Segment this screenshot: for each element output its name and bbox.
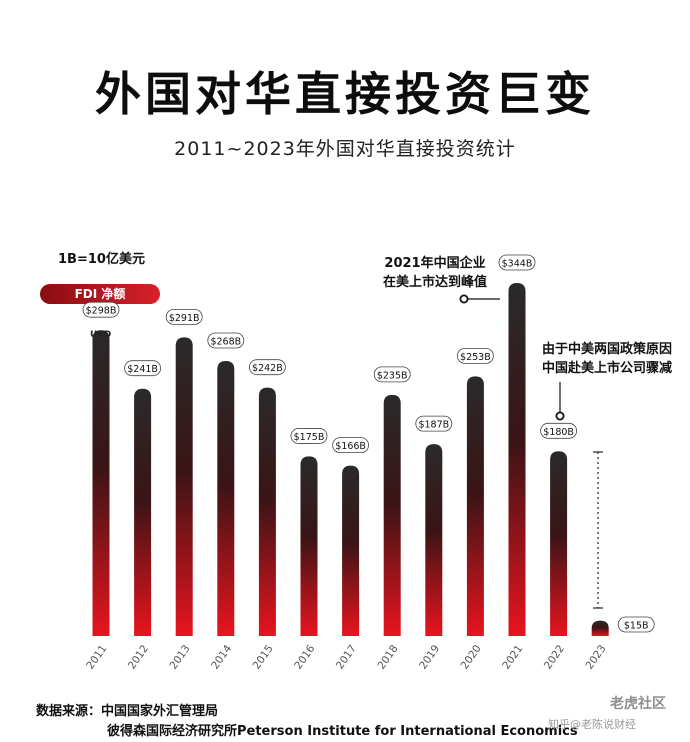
x-tick-2013: 2013 (167, 643, 192, 672)
x-tick-2020: 2020 (459, 643, 484, 672)
bar-2014 (217, 360, 235, 636)
x-tick-2012: 2012 (126, 643, 151, 672)
bar-2021 (508, 283, 526, 636)
bar-2019 (425, 444, 443, 636)
x-tick-2018: 2018 (375, 643, 400, 672)
data-label-2013: $291B (165, 308, 203, 325)
data-label-pill (207, 332, 245, 349)
bar-2023 (591, 620, 609, 636)
data-label-text: $298B (86, 306, 117, 317)
x-tick-2021: 2021 (500, 643, 525, 672)
bar-2017 (342, 465, 360, 636)
x-tick-2017: 2017 (334, 643, 359, 672)
x-tick-2011: 2011 (84, 643, 109, 672)
data-label-text: $344B (502, 259, 533, 270)
data-label-text: $166B (335, 441, 366, 452)
page-subtitle: 2011~2023年外国对华直接投资统计 (174, 138, 516, 160)
bar-2012 (134, 388, 152, 636)
drop-marker (555, 411, 565, 421)
connector-layer (459, 294, 603, 609)
data-label-pill (617, 616, 655, 633)
fdi-badge: FDI 净额 (40, 284, 160, 304)
data-label-2011: $298B (82, 301, 120, 318)
bar-2016 (300, 456, 318, 636)
data-label-pill (165, 308, 203, 325)
data-label-pill (332, 437, 370, 454)
data-label-2017: $166B (332, 437, 370, 454)
drop-annotation: 由于中美两国政策原因 中国赴美上市公司骤减 (522, 340, 690, 378)
watermark-corner: 老虎社区 (610, 696, 666, 712)
data-label-2023: $15B (617, 616, 655, 633)
watermark-bottom-right: 知乎@老陈说财经 (548, 718, 636, 731)
x-tick-2019: 2019 (417, 643, 442, 672)
data-label-text: $235B (377, 370, 408, 381)
data-label-text: $253B (460, 352, 491, 363)
x-tick-2016: 2016 (292, 643, 317, 672)
data-label-2015: $242B (248, 359, 286, 376)
data-label-2020: $253B (456, 347, 494, 364)
bar-2011 (92, 330, 110, 636)
data-label-text: $242B (252, 363, 283, 374)
unit-note: 1B=10亿美元 (58, 252, 145, 267)
data-label-pill (373, 366, 411, 383)
x-tick-2014: 2014 (209, 643, 234, 672)
data-label-text: $291B (169, 313, 200, 324)
peak-marker (459, 294, 469, 304)
bar-2013 (175, 337, 193, 636)
data-label-pill (248, 359, 286, 376)
data-label-2014: $268B (207, 332, 245, 349)
bar-2020 (466, 376, 484, 636)
peak-annotation: 2021年中国企业 在美上市达到峰值 (360, 254, 510, 292)
data-label-2012: $241B (124, 360, 161, 377)
data-label-text: $268B (210, 336, 241, 347)
bar-2018 (383, 394, 401, 636)
x-tick-2023: 2023 (583, 643, 608, 672)
data-label-2019: $187B (415, 415, 453, 432)
data-label-text: $175B (294, 432, 325, 443)
x-tick-2015: 2015 (251, 643, 276, 672)
data-label-text: $187B (418, 420, 449, 431)
drop-annotation-line2: 中国赴美上市公司骤减 (541, 361, 672, 376)
data-label-pill (415, 415, 453, 432)
data-label-text: $241B (127, 364, 158, 375)
data-label-pill (540, 422, 577, 439)
source-line2: 彼得森国际经济研究所Peterson Institute for Interna… (107, 724, 578, 739)
data-label-2018: $235B (373, 366, 411, 383)
bars-layer: $298B 2011 $241B 2012 $291B 2013 $268B 2014 $242… (82, 254, 655, 672)
drop-annotation-line1: 由于中美两国政策原因 (541, 342, 672, 357)
bar-2015 (258, 387, 276, 636)
data-label-pill (124, 360, 161, 377)
data-label-pill (456, 347, 494, 364)
usd-label: USD (90, 330, 111, 340)
data-label-text: $180B (543, 427, 574, 438)
bar-2022 (550, 451, 568, 636)
data-label-2016: $175B (290, 428, 328, 444)
data-label-text: $15B (624, 621, 649, 632)
data-label-pill (290, 428, 328, 444)
peak-annotation-line1: 2021年中国企业 (384, 256, 486, 271)
peak-annotation-line2: 在美上市达到峰值 (382, 275, 487, 290)
page-title: 外国对华直接投资巨变 (95, 67, 595, 121)
data-label-pill (82, 301, 120, 318)
data-label-pill (498, 254, 536, 271)
source-line1: 数据来源：中国国家外汇管理局 (36, 704, 219, 719)
x-tick-2022: 2022 (542, 643, 567, 672)
data-label-2021: $344B (498, 254, 536, 271)
data-label-2022: $180B (540, 422, 577, 439)
data-source: 数据来源：中国国家外汇管理局 彼得森国际经济研究所Peterson Instit… (36, 702, 578, 742)
